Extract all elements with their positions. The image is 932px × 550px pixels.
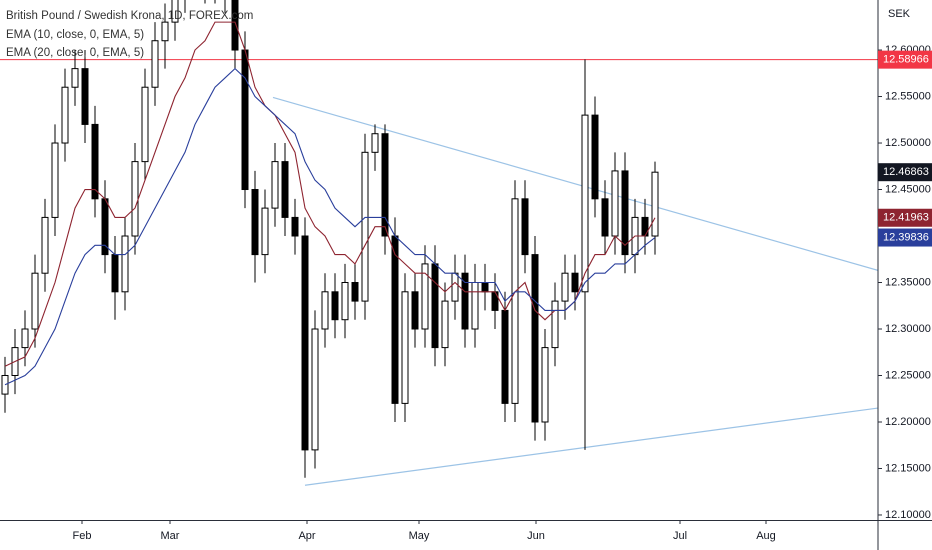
- candle-body: [131, 161, 139, 237]
- candle-body: [471, 282, 479, 330]
- candle-body: [421, 263, 429, 330]
- candle-body: [161, 21, 169, 42]
- candle-body: [151, 40, 159, 88]
- candle-body: [411, 291, 419, 330]
- y-tick-label: 12.55000: [885, 90, 931, 102]
- candle-body: [31, 272, 39, 330]
- candle-body: [261, 207, 269, 256]
- y-tick-label: 12.10000: [885, 509, 931, 521]
- candle-body: [551, 300, 559, 349]
- candle-body: [381, 133, 389, 237]
- candle-body: [441, 300, 449, 349]
- candle-body: [301, 235, 309, 451]
- candle-body: [251, 189, 259, 256]
- candle-body: [231, 0, 239, 51]
- candle-body: [241, 49, 249, 191]
- x-tick-label: Jun: [527, 530, 545, 542]
- candle-body: [581, 114, 589, 293]
- candle-body: [71, 68, 79, 88]
- y-tick-label: 12.20000: [885, 416, 931, 428]
- candle-body: [511, 198, 519, 404]
- x-tick-label: Apr: [298, 530, 315, 542]
- chart-title: British Pound / Swedish Krona, 1D, FOREX…: [6, 10, 253, 22]
- candle-body: [461, 272, 469, 330]
- ema-line: [4, 67, 656, 386]
- y-tick-label: 12.45000: [885, 183, 931, 195]
- candle-body: [331, 291, 339, 321]
- candle-body: [401, 291, 409, 404]
- candle-body: [51, 142, 59, 218]
- candle-body: [591, 114, 599, 200]
- candle-body: [91, 123, 99, 200]
- candle-body: [291, 216, 299, 237]
- candle-body: [321, 291, 329, 330]
- ema-line: [4, 21, 656, 367]
- candle-body: [111, 254, 119, 293]
- candle-body: [351, 282, 359, 302]
- candle-body: [81, 68, 89, 125]
- price-label: 12.41963: [883, 212, 929, 224]
- price-label: 12.39836: [883, 231, 929, 243]
- trendline: [272, 96, 878, 271]
- candle-body: [311, 328, 319, 451]
- candle-body: [431, 263, 439, 349]
- candle-body: [611, 170, 619, 237]
- y-tick-label: 12.50000: [885, 137, 931, 149]
- candle-body: [61, 86, 69, 144]
- price-label-box: [878, 208, 932, 227]
- x-tick-label: Mar: [161, 530, 180, 542]
- x-tick-label: Feb: [73, 530, 92, 542]
- price-label-box: [878, 163, 932, 182]
- candle-body: [391, 235, 399, 404]
- candle-body: [451, 272, 459, 302]
- candle-body: [601, 198, 609, 237]
- candle-body: [521, 198, 529, 256]
- y-tick-label: 12.30000: [885, 323, 931, 335]
- candle-body: [271, 161, 279, 209]
- candle-body: [481, 282, 489, 293]
- price-label: 12.58966: [883, 54, 929, 66]
- candle-body: [621, 170, 629, 256]
- price-label-box: [878, 50, 932, 69]
- x-tick-label: Jul: [673, 530, 687, 542]
- candle-body: [541, 347, 549, 423]
- trendline: [304, 407, 878, 486]
- x-tick-label: May: [409, 530, 430, 542]
- y-axis-label: SEK: [888, 8, 911, 20]
- price-label-box: [878, 228, 932, 247]
- candle-body: [141, 86, 149, 163]
- plot-area: [0, 0, 878, 486]
- candle-body: [371, 133, 379, 153]
- candle-body: [281, 161, 289, 218]
- candle-body: [571, 272, 579, 293]
- candle-body: [41, 216, 49, 274]
- price-label: 12.46863: [883, 166, 929, 178]
- y-tick-label: 12.15000: [885, 462, 931, 474]
- candle-body: [501, 309, 509, 404]
- candle-body: [341, 282, 349, 321]
- candle-body: [121, 235, 129, 293]
- candle-body: [361, 151, 369, 302]
- candle-body: [531, 254, 539, 423]
- axes: 12.10000 12.15000 12.20000 12.25000 12.30000…: [73, 44, 932, 542]
- candle-body: [561, 272, 569, 302]
- y-tick-label: 12.25000: [885, 369, 931, 381]
- y-tick-label: 12.35000: [885, 276, 931, 288]
- candle-body: [651, 171, 659, 237]
- candle-body: [101, 198, 109, 256]
- x-tick-label: Aug: [756, 530, 776, 542]
- candle-body: [21, 328, 29, 349]
- candle-body: [171, 0, 179, 23]
- indicator-label: EMA (10, close, 0, EMA, 5): [6, 29, 144, 41]
- indicator-label: EMA (20, close, 0, EMA, 5): [6, 47, 144, 59]
